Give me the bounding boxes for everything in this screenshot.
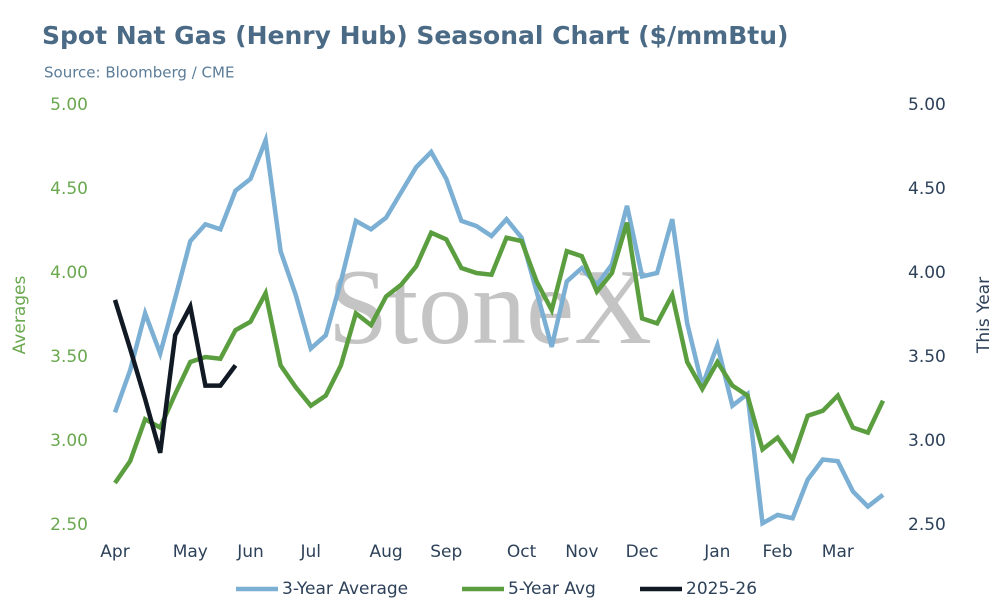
series-line [113, 221, 886, 485]
x-tick-label: Jun [236, 542, 264, 562]
x-tick-label: Jul [300, 542, 322, 562]
x-tick-label: Mar [822, 542, 854, 562]
x-tick-label: Apr [100, 542, 129, 562]
y2-tick-label: 3.50 [908, 347, 946, 367]
y2-tick-label: 3.00 [908, 431, 946, 451]
y2-tick-label: 4.00 [908, 263, 946, 283]
x-tick-label: Jan [703, 542, 730, 562]
y-tick-label: 4.00 [50, 263, 88, 283]
y-tick-label: 5.00 [50, 95, 88, 115]
x-tick-label: Aug [369, 542, 402, 562]
y-tick-label: 3.00 [50, 431, 88, 451]
y-tick-label: 2.50 [50, 515, 88, 535]
y2-tick-label: 4.50 [908, 179, 946, 199]
y2-tick-label: 5.00 [908, 95, 946, 115]
series-line [112, 299, 238, 454]
x-tick-label: Sep [430, 542, 462, 562]
x-tick-label: Oct [507, 542, 537, 562]
legend-label: 3-Year Average [282, 579, 408, 599]
watermark: StoneX [328, 248, 652, 367]
series-line [112, 131, 885, 527]
legend-label: 2025-26 [686, 579, 757, 599]
x-tick-label: Feb [763, 542, 793, 562]
y-tick-label: 4.50 [50, 179, 88, 199]
y-tick-label: 3.50 [50, 347, 88, 367]
legend-label: 5-Year Avg [508, 579, 596, 599]
chart-subtitle: Source: Bloomberg / CME [44, 64, 234, 82]
x-tick-label: Nov [565, 542, 598, 562]
y-axis-title: Averages [10, 276, 30, 355]
y2-axis-title: This Year [974, 277, 994, 354]
x-tick-label: May [173, 542, 208, 562]
chart-title: Spot Nat Gas (Henry Hub) Seasonal Chart … [42, 21, 788, 50]
x-tick-label: Dec [626, 542, 659, 562]
y2-tick-label: 2.50 [908, 515, 946, 535]
